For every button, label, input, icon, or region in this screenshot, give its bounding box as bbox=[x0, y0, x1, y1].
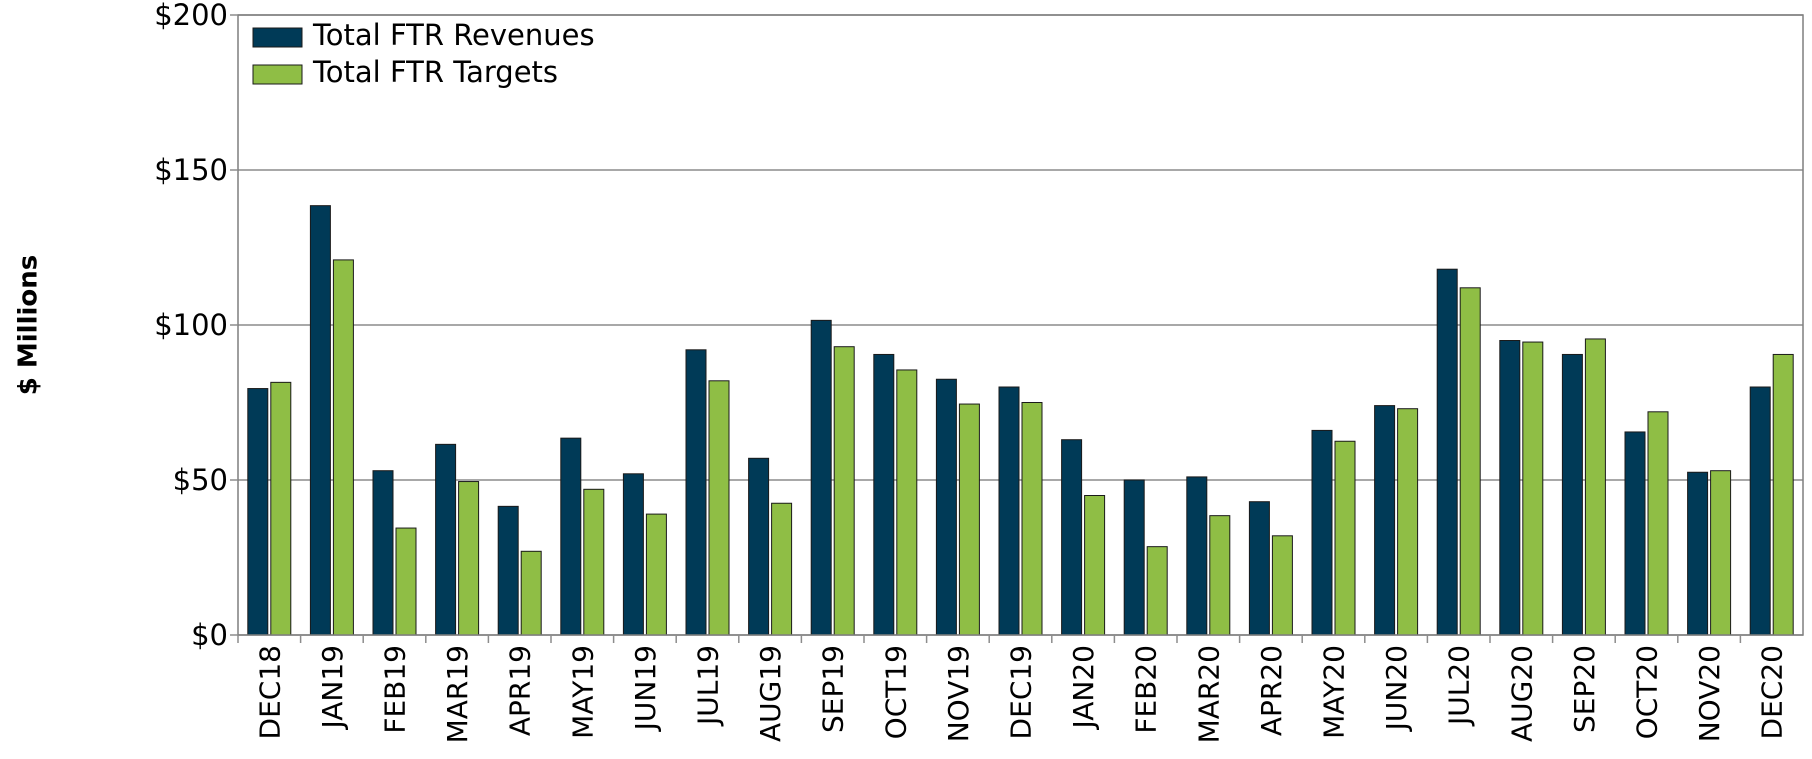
legend-swatch bbox=[252, 27, 303, 48]
x-tick-label: APR20 bbox=[1255, 645, 1288, 736]
bar-revenues bbox=[1624, 431, 1646, 636]
y-tick-label: $100 bbox=[154, 308, 228, 342]
x-tick-label: JAN19 bbox=[316, 645, 349, 731]
bar-targets bbox=[771, 502, 793, 636]
bar-targets bbox=[833, 346, 855, 636]
bar-targets bbox=[1772, 353, 1794, 636]
x-axis-ticks: DEC18 JAN19 FEB19 MAR19 APR19 MAY19 JUN19 JUL19… bbox=[237, 635, 1789, 743]
bar-revenues bbox=[1311, 429, 1333, 636]
bar-revenues bbox=[435, 443, 457, 636]
x-tick-label: DEC19 bbox=[1005, 645, 1038, 739]
x-tick-label: SEP20 bbox=[1568, 645, 1601, 733]
bar-targets bbox=[1522, 341, 1544, 636]
legend-label: Total FTR Revenues bbox=[312, 18, 595, 52]
bar-revenues bbox=[622, 473, 644, 636]
bar-targets bbox=[332, 259, 354, 636]
bar-targets bbox=[1647, 411, 1669, 636]
bar-targets bbox=[270, 381, 292, 636]
bar-revenues bbox=[309, 205, 331, 636]
x-tick-label: JUL20 bbox=[1443, 645, 1476, 727]
bar-revenues bbox=[1687, 471, 1709, 636]
x-tick-label: OCT19 bbox=[879, 645, 912, 739]
bar-targets bbox=[1334, 440, 1356, 636]
bar-targets bbox=[645, 513, 667, 636]
x-tick-label: DEC20 bbox=[1756, 645, 1789, 739]
bar-targets bbox=[896, 369, 918, 636]
bar-targets bbox=[395, 527, 417, 636]
bar-revenues bbox=[1186, 476, 1208, 636]
bar-targets bbox=[1459, 287, 1481, 636]
bar-targets bbox=[1146, 546, 1168, 636]
x-tick-label: APR19 bbox=[504, 645, 537, 736]
x-tick-label: AUG19 bbox=[754, 645, 787, 742]
x-tick-label: AUG20 bbox=[1505, 645, 1538, 742]
bar-revenues bbox=[873, 353, 895, 636]
bar-revenues bbox=[1061, 439, 1083, 636]
x-tick-label: NOV19 bbox=[942, 645, 975, 742]
x-tick-label: MAR19 bbox=[441, 645, 474, 743]
y-axis-label: $ Millions bbox=[8, 250, 48, 400]
x-tick-label: MAY19 bbox=[566, 645, 599, 739]
bar-targets bbox=[583, 488, 605, 636]
bar-revenues bbox=[497, 505, 519, 636]
bar-revenues bbox=[1499, 340, 1521, 636]
bar-targets bbox=[1021, 402, 1043, 636]
y-axis-label-text: $ Millions bbox=[13, 254, 44, 396]
bar-revenues bbox=[1561, 353, 1583, 636]
bar-revenues bbox=[1436, 268, 1458, 636]
bar-revenues bbox=[685, 349, 707, 636]
x-tick-label: MAR20 bbox=[1192, 645, 1225, 743]
x-tick-label: DEC18 bbox=[253, 645, 286, 739]
y-axis-ticks: $0 $50 $100 $150 $200 bbox=[154, 0, 238, 652]
x-tick-label: JUN20 bbox=[1380, 645, 1413, 732]
bar-targets bbox=[520, 550, 542, 636]
bar-targets bbox=[458, 481, 480, 636]
bar-revenues bbox=[748, 457, 770, 636]
bar-revenues bbox=[935, 378, 957, 636]
bar-revenues bbox=[998, 386, 1020, 636]
x-tick-label: JUL19 bbox=[692, 645, 725, 727]
legend-label: Total FTR Targets bbox=[312, 55, 558, 89]
legend-swatch bbox=[252, 64, 303, 85]
x-tick-label: JUN19 bbox=[629, 645, 662, 732]
bar-targets bbox=[1397, 408, 1419, 636]
bar-targets bbox=[1710, 470, 1732, 636]
y-tick-label: $150 bbox=[154, 153, 228, 187]
bar-revenues bbox=[247, 388, 269, 636]
bar-targets bbox=[1271, 535, 1293, 636]
bar-revenues bbox=[1749, 386, 1771, 636]
bar-targets bbox=[708, 380, 730, 636]
bar-targets bbox=[1584, 338, 1606, 636]
x-tick-label: OCT20 bbox=[1631, 645, 1664, 739]
y-tick-label: $200 bbox=[154, 0, 228, 32]
bar-targets bbox=[958, 403, 980, 636]
bar-revenues bbox=[1374, 405, 1396, 636]
bar-revenues bbox=[1248, 501, 1270, 636]
bar-revenues bbox=[1123, 479, 1145, 636]
bar-revenues bbox=[810, 319, 832, 636]
x-tick-label: SEP19 bbox=[817, 645, 850, 733]
bars bbox=[247, 205, 1794, 636]
bar-revenues bbox=[372, 470, 394, 636]
x-tick-label: FEB19 bbox=[379, 645, 412, 734]
x-tick-label: FEB20 bbox=[1130, 645, 1163, 734]
bar-targets bbox=[1209, 515, 1231, 636]
bar-revenues bbox=[560, 437, 582, 636]
y-tick-label: $50 bbox=[173, 463, 228, 497]
y-tick-label: $0 bbox=[191, 618, 228, 652]
x-tick-label: MAY20 bbox=[1318, 645, 1351, 739]
x-tick-label: NOV20 bbox=[1693, 645, 1726, 742]
x-tick-label: JAN20 bbox=[1067, 645, 1100, 731]
bar-targets bbox=[1084, 495, 1106, 636]
